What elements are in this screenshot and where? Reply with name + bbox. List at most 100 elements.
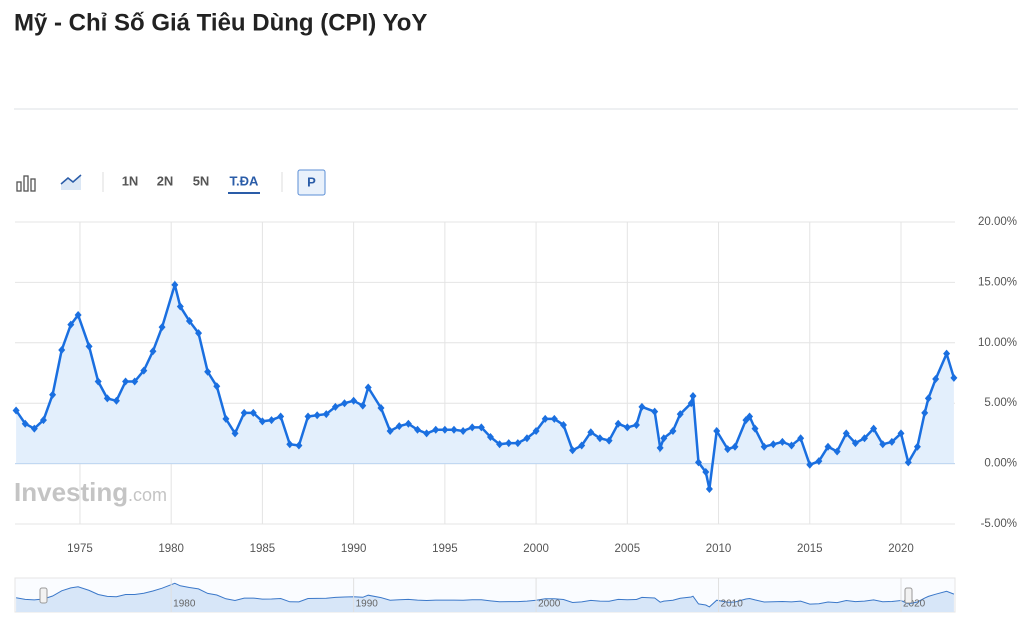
point: [386, 426, 394, 435]
point: [49, 390, 57, 399]
point: [176, 302, 184, 311]
x-tick-label: 1990: [341, 543, 367, 555]
point: [797, 434, 805, 443]
point: [486, 433, 494, 442]
point: [249, 408, 257, 417]
point: [932, 375, 940, 384]
y-tick-label: -5.00%: [981, 518, 1017, 530]
navigator-handle[interactable]: [904, 587, 913, 604]
point: [39, 416, 47, 425]
point: [897, 429, 905, 438]
navigator-tick-label: 2020: [903, 599, 926, 610]
navigator-area: [16, 583, 954, 612]
point: [350, 396, 358, 405]
point: [240, 408, 248, 417]
point: [450, 425, 458, 434]
x-tick-label: 2000: [523, 543, 549, 555]
point: [204, 367, 212, 376]
x-tick-label: 2010: [706, 543, 732, 555]
point: [85, 342, 93, 351]
point: [614, 419, 622, 428]
point: [58, 346, 66, 355]
x-tick-label: 2015: [797, 543, 823, 555]
point: [694, 458, 702, 467]
point: [94, 377, 102, 386]
point: [21, 419, 29, 428]
y-tick-label: 15.00%: [978, 276, 1017, 288]
watermark-suffix: .com: [128, 485, 167, 505]
x-tick-label: 2005: [615, 543, 641, 555]
area-icon[interactable]: [60, 174, 82, 190]
point: [950, 373, 958, 382]
point: [423, 429, 431, 438]
point: [122, 377, 130, 386]
point: [277, 412, 285, 421]
point: [468, 423, 476, 432]
y-tick-label: 5.00%: [984, 397, 1017, 409]
point: [851, 439, 859, 448]
point: [605, 436, 613, 445]
point: [751, 424, 759, 433]
y-tick-label: 10.00%: [978, 337, 1017, 349]
point: [30, 424, 38, 433]
point: [67, 320, 75, 329]
point: [222, 414, 230, 423]
point: [559, 420, 567, 429]
point: [660, 434, 668, 443]
point: [295, 441, 303, 450]
p-button-label[interactable]: P: [307, 174, 316, 189]
watermark: Investing: [14, 477, 128, 507]
point: [731, 442, 739, 451]
y-tick-label: 20.00%: [978, 216, 1017, 228]
point: [638, 402, 646, 411]
chart-title: Mỹ - Chỉ Số Giá Tiêu Dùng (CPI) YoY: [14, 9, 427, 36]
point: [404, 419, 412, 428]
point: [724, 445, 732, 454]
point: [477, 423, 485, 432]
point: [713, 426, 721, 435]
point: [842, 429, 850, 438]
point: [395, 422, 403, 431]
point: [268, 416, 276, 425]
point: [587, 428, 595, 437]
x-tick-label: 1995: [432, 543, 458, 555]
point: [322, 410, 330, 419]
point: [689, 391, 697, 400]
point: [632, 420, 640, 429]
point: [231, 429, 239, 438]
point: [286, 440, 294, 449]
point: [532, 426, 540, 435]
divider: [14, 108, 1018, 110]
x-tick-label: 1985: [250, 543, 276, 555]
point: [870, 424, 878, 433]
point: [879, 440, 887, 449]
x-tick-label: 1975: [67, 543, 93, 555]
point: [12, 406, 20, 415]
point: [523, 434, 531, 443]
range-button[interactable]: 5N: [193, 173, 210, 188]
point: [921, 408, 929, 417]
point: [195, 329, 203, 338]
point: [258, 417, 266, 426]
point: [705, 484, 713, 493]
range-button[interactable]: 2N: [157, 173, 174, 188]
point: [888, 437, 896, 446]
p-button[interactable]: [297, 169, 326, 196]
point: [806, 460, 814, 469]
point: [112, 396, 120, 405]
point: [158, 323, 166, 332]
point: [904, 458, 912, 467]
y-tick-label: 0.00%: [984, 458, 1017, 470]
point: [861, 434, 869, 443]
bar-icon[interactable]: [16, 175, 36, 192]
point: [569, 446, 577, 455]
navigator-tick-label: 2000: [538, 599, 561, 610]
point: [171, 280, 179, 289]
range-button[interactable]: T.ĐA: [230, 173, 260, 188]
point: [514, 439, 522, 448]
navigator-handle[interactable]: [39, 587, 48, 604]
range-button[interactable]: 1N: [122, 173, 139, 188]
point: [824, 442, 832, 451]
